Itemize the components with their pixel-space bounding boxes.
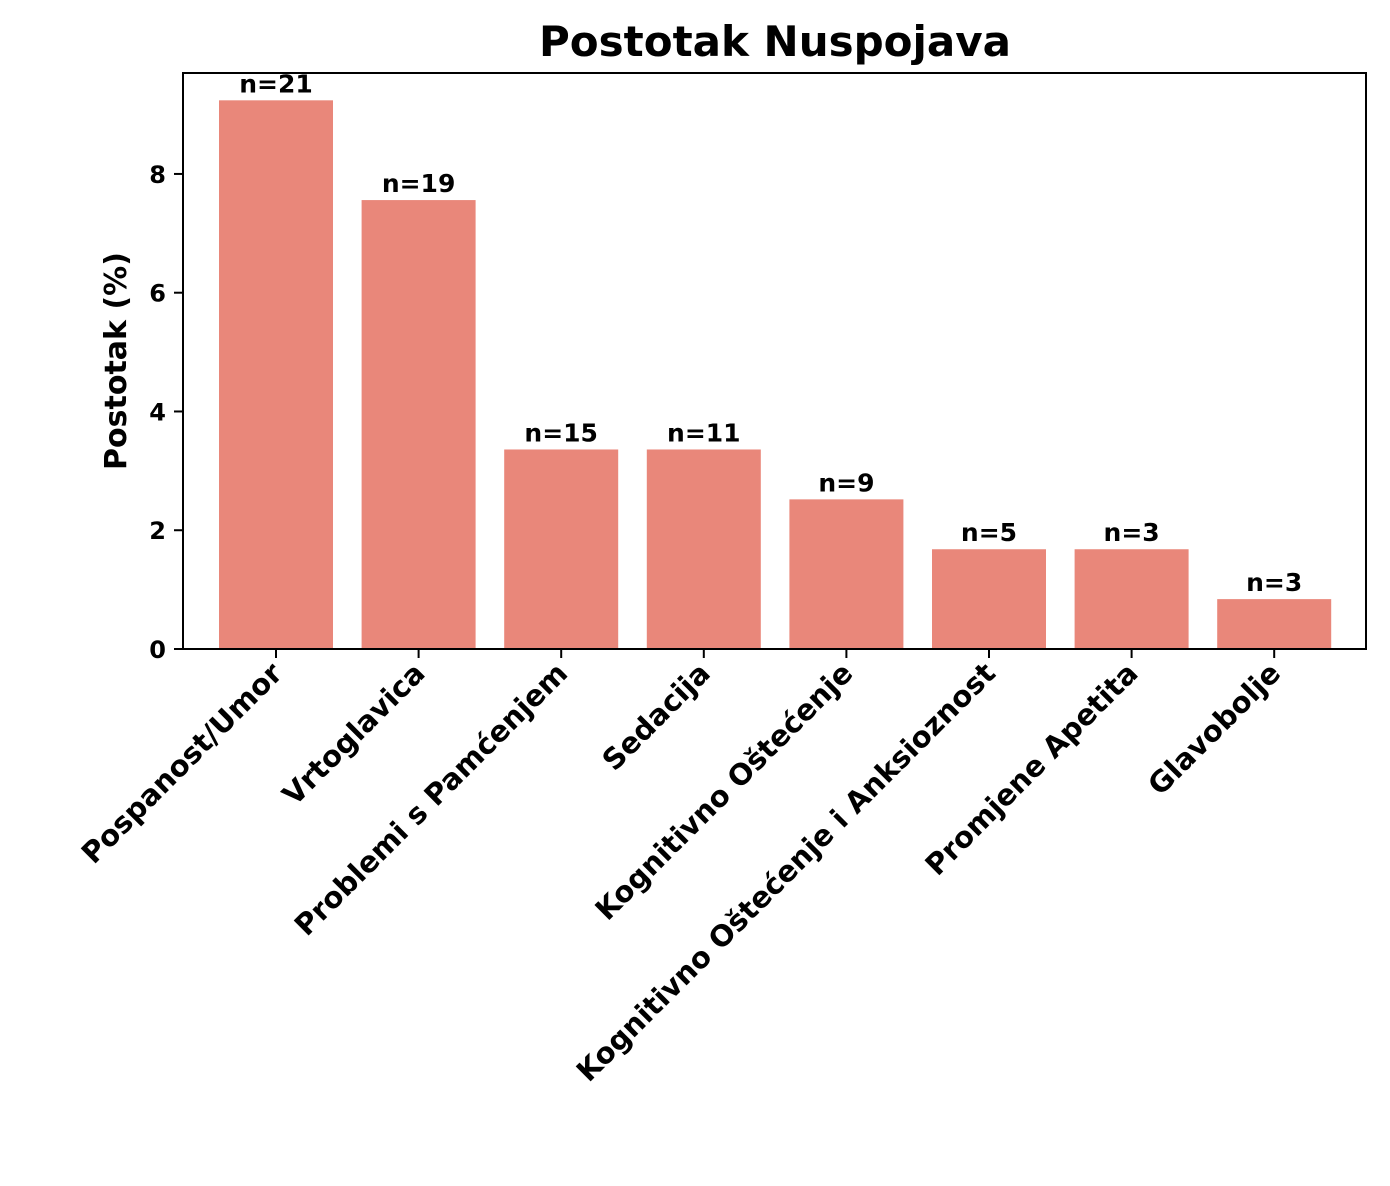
y-tick-label-2: 4 — [149, 398, 166, 426]
data-label-1: n=19 — [382, 169, 456, 198]
bar-7 — [1217, 599, 1332, 649]
data-label-5: n=5 — [961, 518, 1017, 547]
bar-0 — [219, 100, 333, 650]
data-label-7: n=3 — [1246, 568, 1302, 597]
plot-frame — [182, 72, 1367, 650]
data-label-6: n=3 — [1104, 518, 1160, 547]
data-label-3: n=11 — [667, 418, 741, 447]
x-tick-label-2: Problemi s Pamćenjem — [288, 656, 574, 942]
bar-1 — [361, 200, 476, 649]
bars-group: n=21 n=19 n=15 n=11 n=9 n=5 n=3 n=3 — [219, 69, 1332, 650]
y-tick-label-0: 0 — [149, 636, 166, 664]
x-tick-label-0: Pospanost/Umor — [75, 655, 290, 870]
y-tick-label-1: 2 — [149, 517, 166, 545]
bar-5 — [932, 549, 1046, 649]
data-label-4: n=9 — [818, 468, 874, 497]
chart-title: Postotak Nuspojava — [539, 17, 1011, 66]
x-tick-label-3: Sedacija — [595, 656, 716, 777]
data-label-2: n=15 — [524, 418, 598, 447]
x-tick-label-7: Glavobolje — [1141, 656, 1287, 802]
bar-4 — [789, 499, 904, 649]
bar-3 — [646, 449, 761, 649]
y-axis-label: Postotak (%) — [99, 252, 134, 470]
x-tick-label-1: Vrtoglavica — [276, 656, 432, 812]
bar-2 — [504, 449, 619, 649]
data-label-0: n=21 — [239, 69, 313, 98]
y-axis: 0 2 4 6 8 — [149, 161, 183, 664]
y-tick-label-4: 8 — [149, 161, 166, 189]
bar-6 — [1074, 549, 1189, 649]
x-tick-label-4: Kognitivno Oštećenje — [588, 656, 859, 927]
y-tick-label-3: 6 — [149, 280, 166, 308]
